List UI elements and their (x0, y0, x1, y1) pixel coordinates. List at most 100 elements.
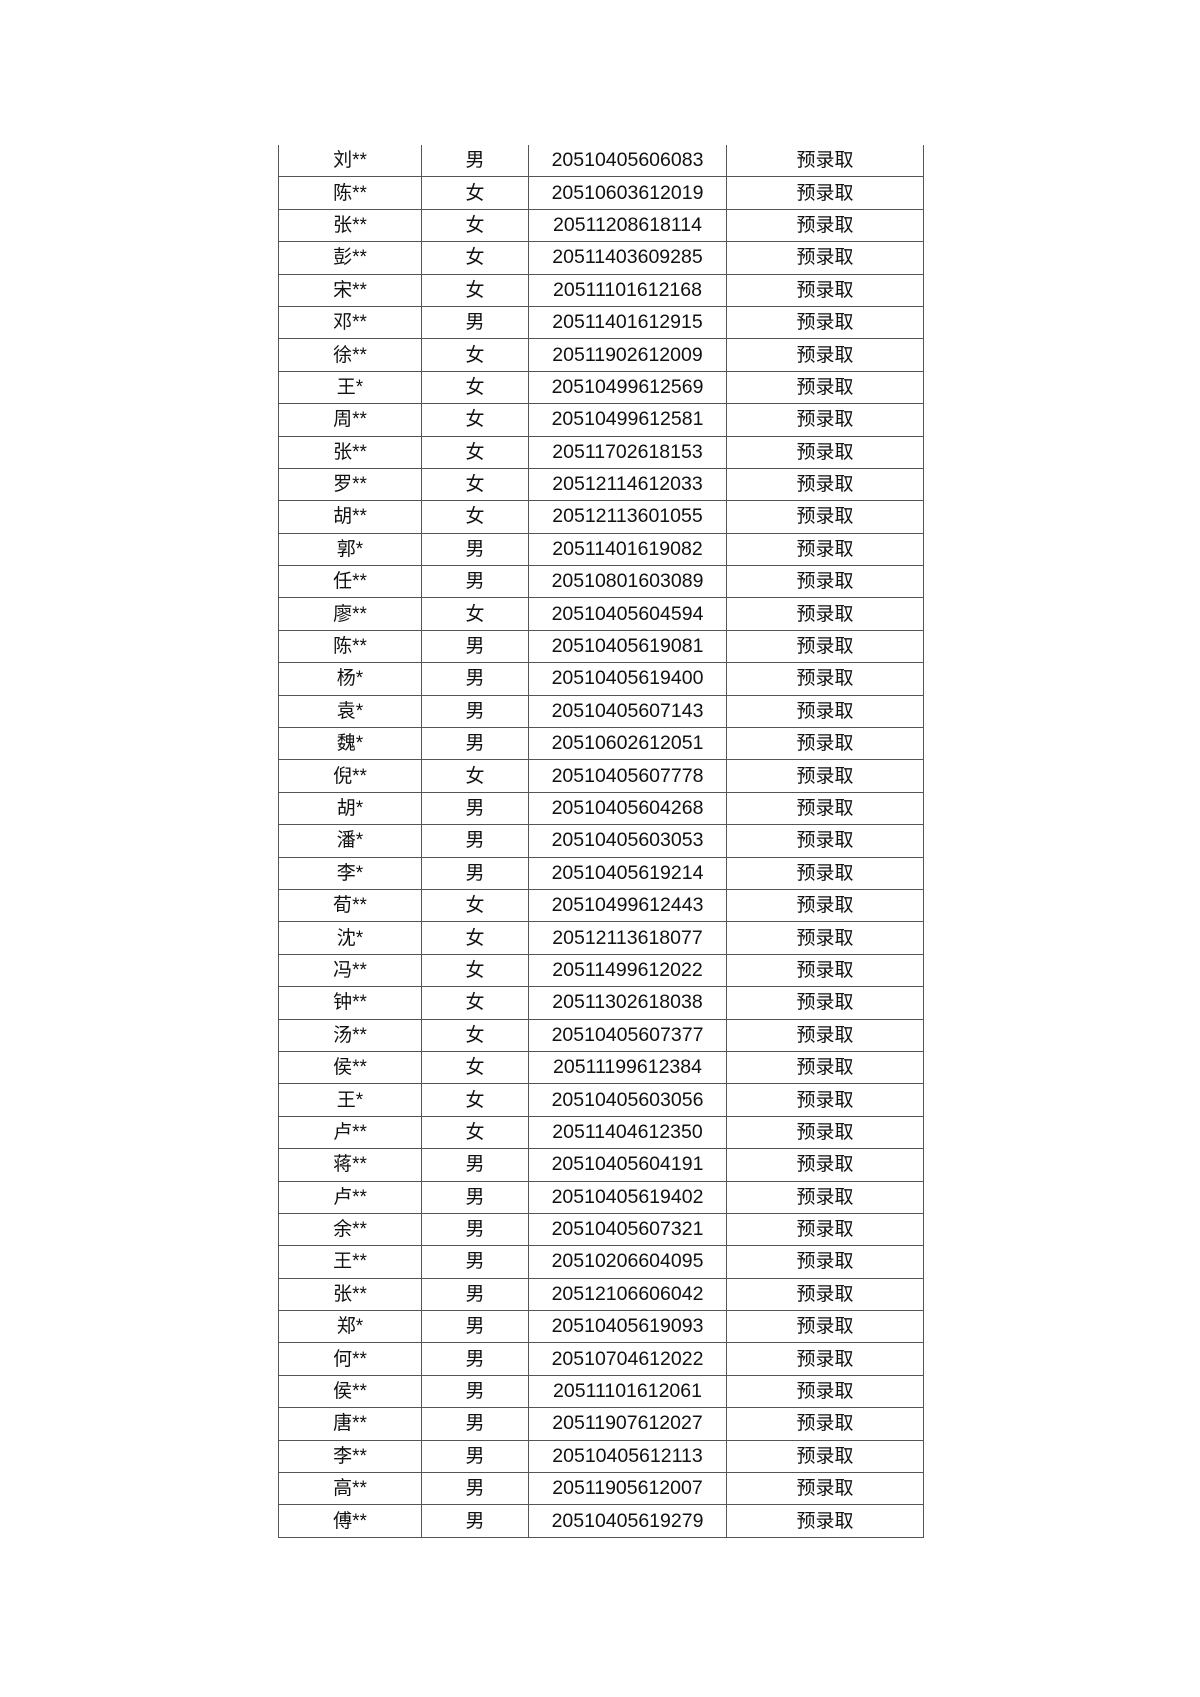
status-cell: 预录取 (726, 435, 924, 469)
table-row: 冯** 女 20511499612022 预录取 (278, 953, 924, 988)
status-cell: 预录取 (726, 1018, 924, 1052)
gender-cell: 男 (421, 856, 529, 890)
gender-cell: 女 (421, 1115, 529, 1150)
table-row: 廖** 女 20510405604594 预录取 (278, 597, 924, 631)
gender-cell: 男 (421, 1439, 529, 1474)
gender-cell: 男 (421, 305, 529, 340)
gender-cell: 男 (421, 694, 529, 729)
name-cell: 余** (278, 1212, 422, 1247)
exam-id-cell: 20512113601055 (528, 500, 727, 534)
status-cell: 预录取 (726, 565, 924, 599)
name-cell: 郭* (278, 532, 422, 567)
status-cell: 预录取 (726, 1439, 924, 1474)
name-cell: 蒋** (278, 1148, 422, 1182)
name-cell: 张** (278, 435, 422, 469)
table-row: 张** 女 20511702618153 预录取 (278, 435, 924, 469)
exam-id-cell: 20512106606042 (528, 1277, 727, 1312)
gender-cell: 男 (421, 1504, 529, 1538)
name-cell: 宋** (278, 273, 422, 307)
exam-id-cell: 20511403609285 (528, 241, 727, 275)
table-row: 刘** 男 20510405606083 预录取 (278, 145, 924, 178)
exam-id-cell: 20510405612113 (528, 1439, 727, 1474)
exam-id-cell: 20510499612443 (528, 888, 727, 923)
gender-cell: 男 (421, 532, 529, 567)
status-cell: 预录取 (726, 273, 924, 307)
table-row: 徐** 女 20511902612009 预录取 (278, 338, 924, 372)
name-cell: 侯** (278, 1050, 422, 1085)
name-cell: 汤** (278, 1018, 422, 1052)
status-cell: 预录取 (726, 629, 924, 664)
status-cell: 预录取 (726, 176, 924, 210)
table-row: 蒋** 男 20510405604191 预录取 (278, 1148, 924, 1182)
gender-cell: 女 (421, 888, 529, 923)
gender-cell: 女 (421, 1050, 529, 1085)
status-cell: 预录取 (726, 305, 924, 340)
exam-id-cell: 20510405619400 (528, 662, 727, 696)
status-cell: 预录取 (726, 856, 924, 890)
exam-id-cell: 20511401612915 (528, 305, 727, 340)
admission-table-body: 刘** 男 20510405606083 预录取 陈** 女 20510603612019 预… (278, 145, 924, 1538)
table-row: 李* 男 20510405619214 预录取 (278, 856, 924, 890)
name-cell: 徐** (278, 338, 422, 372)
table-row: 傅** 男 20510405619279 预录取 (278, 1504, 924, 1538)
gender-cell: 男 (421, 1148, 529, 1182)
name-cell: 彭** (278, 241, 422, 275)
status-cell: 预录取 (726, 791, 924, 826)
status-cell: 预录取 (726, 1245, 924, 1279)
gender-cell: 男 (421, 1212, 529, 1247)
gender-cell: 男 (421, 662, 529, 696)
table-row: 陈** 男 20510405619081 预录取 (278, 629, 924, 664)
table-row: 邓** 男 20511401612915 预录取 (278, 305, 924, 340)
name-cell: 冯** (278, 953, 422, 988)
name-cell: 魏* (278, 727, 422, 761)
status-cell: 预录取 (726, 208, 924, 243)
exam-id-cell: 20512114612033 (528, 467, 727, 502)
gender-cell: 男 (421, 824, 529, 858)
status-cell: 预录取 (726, 532, 924, 567)
table-row: 荀** 女 20510499612443 预录取 (278, 888, 924, 923)
gender-cell: 女 (421, 467, 529, 502)
exam-id-cell: 20510603612019 (528, 176, 727, 210)
exam-id-cell: 20510499612569 (528, 370, 727, 405)
table-row: 胡** 女 20512113601055 预录取 (278, 500, 924, 534)
exam-id-cell: 20510405604191 (528, 1148, 727, 1182)
name-cell: 王* (278, 370, 422, 405)
status-cell: 预录取 (726, 1504, 924, 1538)
gender-cell: 女 (421, 176, 529, 210)
name-cell: 张** (278, 208, 422, 243)
table-row: 宋** 女 20511101612168 预录取 (278, 273, 924, 307)
name-cell: 荀** (278, 888, 422, 923)
table-row: 王** 男 20510206604095 预录取 (278, 1245, 924, 1279)
table-row: 潘* 男 20510405603053 预录取 (278, 824, 924, 858)
name-cell: 胡* (278, 791, 422, 826)
table-row: 唐** 男 20511907612027 预录取 (278, 1407, 924, 1441)
status-cell: 预录取 (726, 1277, 924, 1312)
table-row: 侯** 男 20511101612061 预录取 (278, 1374, 924, 1409)
table-row: 张** 男 20512106606042 预录取 (278, 1277, 924, 1312)
name-cell: 高** (278, 1472, 422, 1506)
status-cell: 预录取 (726, 467, 924, 502)
status-cell: 预录取 (726, 1148, 924, 1182)
table-row: 沈* 女 20512113618077 预录取 (278, 921, 924, 955)
table-row: 高** 男 20511905612007 预录取 (278, 1472, 924, 1506)
status-cell: 预录取 (726, 824, 924, 858)
exam-id-cell: 20510704612022 (528, 1342, 727, 1376)
name-cell: 钟** (278, 986, 422, 1020)
table-row: 张** 女 20511208618114 预录取 (278, 208, 924, 243)
name-cell: 唐** (278, 1407, 422, 1441)
gender-cell: 女 (421, 759, 529, 793)
name-cell: 李** (278, 1439, 422, 1474)
table-row: 胡* 男 20510405604268 预录取 (278, 791, 924, 826)
status-cell: 预录取 (726, 403, 924, 437)
status-cell: 预录取 (726, 888, 924, 923)
table-row: 周** 女 20510499612581 预录取 (278, 403, 924, 437)
name-cell: 廖** (278, 597, 422, 631)
gender-cell: 男 (421, 791, 529, 826)
gender-cell: 男 (421, 1310, 529, 1344)
table-row: 何** 男 20510704612022 预录取 (278, 1342, 924, 1376)
status-cell: 预录取 (726, 727, 924, 761)
name-cell: 罗** (278, 467, 422, 502)
exam-id-cell: 20511401619082 (528, 532, 727, 567)
table-row: 汤** 女 20510405607377 预录取 (278, 1018, 924, 1052)
gender-cell: 男 (421, 629, 529, 664)
